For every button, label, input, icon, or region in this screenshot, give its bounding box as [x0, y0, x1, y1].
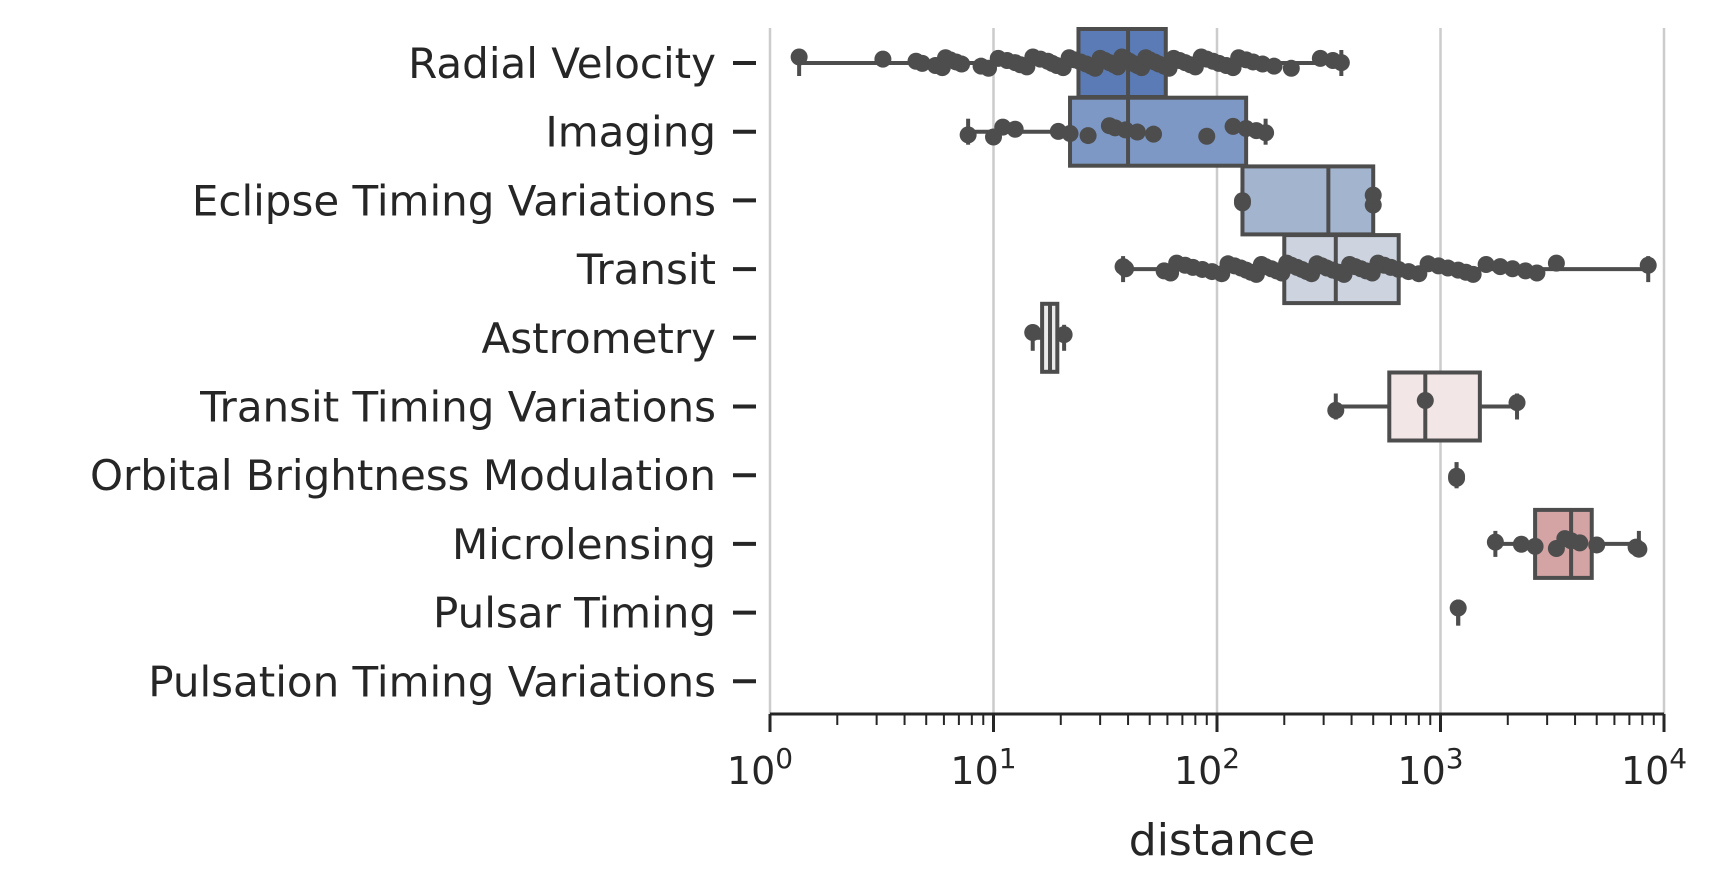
data-point	[874, 50, 892, 68]
x-tick-label: 103	[1397, 742, 1463, 793]
data-point	[1639, 256, 1657, 274]
data-point	[1364, 186, 1382, 204]
data-point	[1006, 120, 1024, 138]
box-plots	[790, 27, 1657, 626]
box-orbital-brightness-modulation	[1448, 462, 1466, 489]
x-axis: 100 101 102 103 104	[727, 712, 1687, 793]
data-point	[1224, 117, 1242, 135]
data-point	[1449, 599, 1467, 617]
data-point	[953, 55, 971, 73]
y-tick-label: Radial Velocity	[408, 39, 716, 88]
data-point	[959, 126, 977, 144]
y-tick-label: Pulsation Timing Variations	[148, 657, 716, 706]
data-point	[1265, 57, 1283, 75]
data-point	[1145, 125, 1163, 143]
data-point	[1588, 536, 1606, 554]
data-point	[1508, 394, 1526, 412]
x-tick-label: 100	[727, 742, 793, 793]
data-point	[1512, 535, 1530, 553]
x-tick-label: 101	[950, 742, 1016, 793]
data-point	[1061, 124, 1079, 142]
x-tick-exponent: 3	[1446, 742, 1464, 775]
box-eclipse-timing-variations	[1233, 164, 1382, 237]
data-point	[913, 54, 931, 72]
y-tick-label: Transit	[576, 245, 716, 294]
data-point	[1128, 123, 1146, 141]
box-iqr	[1240, 164, 1376, 237]
box-iqr	[1387, 370, 1482, 443]
box-microlensing	[1486, 507, 1648, 580]
y-tick-label: Imaging	[545, 108, 716, 157]
data-point	[1464, 265, 1482, 283]
data-point	[1055, 326, 1073, 344]
x-tick-exponent: 1	[999, 742, 1017, 775]
data-point	[1327, 401, 1345, 419]
data-point	[1332, 54, 1350, 72]
data-point	[1571, 534, 1589, 552]
y-tick-label: Orbital Brightness Modulation	[90, 451, 716, 500]
box-transit-timing-variations	[1327, 370, 1526, 443]
box-astrometry	[1024, 301, 1073, 374]
data-point	[1282, 59, 1300, 77]
y-tick-label: Pulsar Timing	[433, 589, 716, 638]
data-point	[1416, 392, 1434, 409]
data-point	[1257, 124, 1275, 142]
data-point	[1233, 194, 1251, 212]
data-point	[1477, 256, 1495, 274]
box-transit	[1114, 233, 1657, 306]
category-axis: Radial Velocity Imaging Eclipse Timing Var…	[90, 39, 756, 706]
data-point	[1311, 49, 1329, 67]
x-tick-exponent: 0	[775, 742, 793, 775]
x-tick-label: 104	[1621, 742, 1687, 793]
data-point	[1547, 254, 1565, 272]
y-tick-label: Eclipse Timing Variations	[192, 176, 716, 225]
data-point	[790, 48, 808, 66]
y-tick-label: Astrometry	[482, 314, 716, 363]
x-tick-exponent: 4	[1669, 742, 1687, 775]
data-point	[1024, 324, 1042, 342]
data-point	[1528, 264, 1546, 282]
box-imaging	[959, 95, 1275, 168]
data-point	[1079, 127, 1097, 145]
x-tick-label: 102	[1174, 742, 1240, 793]
data-point	[1526, 537, 1544, 555]
x-axis-title: distance	[1129, 815, 1315, 866]
box-radial-velocity	[790, 27, 1350, 99]
x-tick-exponent: 2	[1222, 742, 1240, 775]
data-point	[1630, 540, 1648, 558]
data-point	[1117, 260, 1135, 278]
box-pulsar-timing	[1449, 599, 1467, 626]
y-tick-label: Microlensing	[452, 520, 716, 569]
data-point	[1486, 533, 1504, 551]
data-point	[1448, 469, 1466, 487]
y-tick-label: Transit Timing Variations	[199, 383, 716, 432]
data-point	[1504, 260, 1522, 278]
data-point	[1198, 127, 1216, 145]
